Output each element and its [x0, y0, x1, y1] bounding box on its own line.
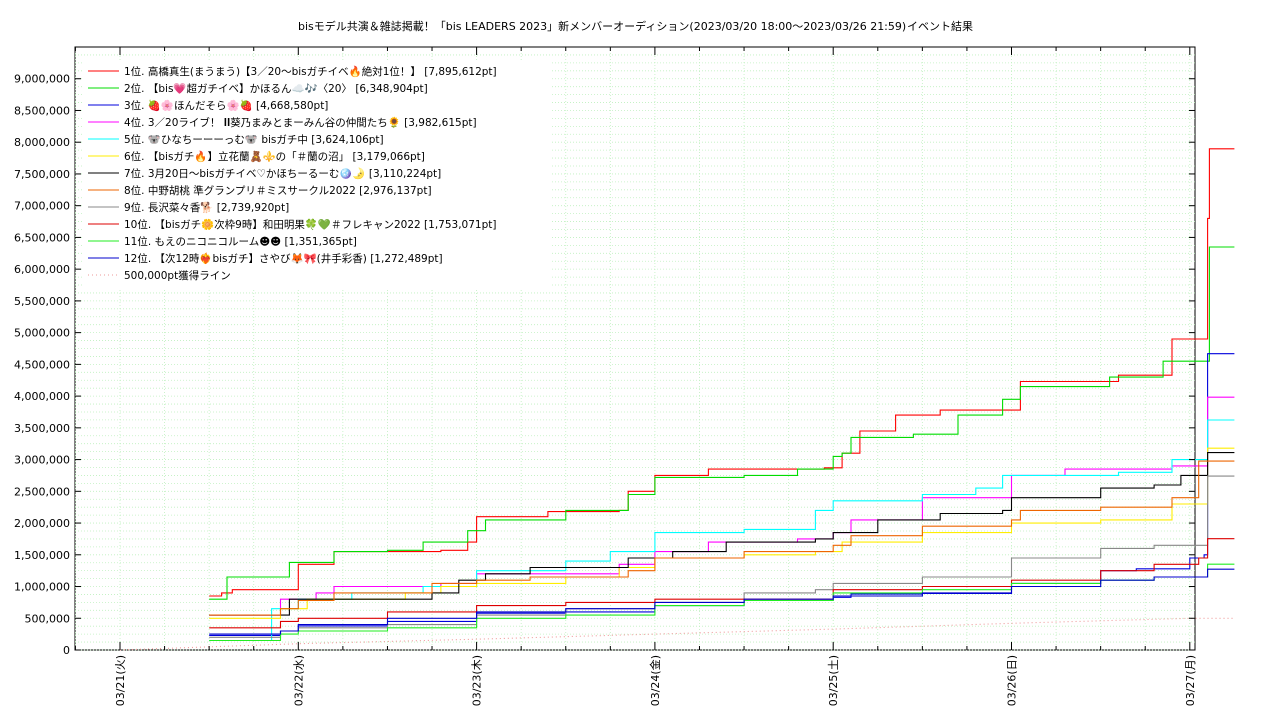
legend-entry-5: 5位. 🐨ひなちーーーっむ🐨 bisガチ中 [3,624,106pt]	[124, 133, 384, 146]
series-line-12	[209, 568, 1235, 635]
y-tick-label: 0	[63, 644, 70, 657]
legend-entry-2: 2位. 【bis💗超ガチイベ】かほるん☁️🎶〈20〉 [6,348,904pt]	[124, 82, 428, 95]
legend-entry-10: 10位. 【bisガチ🌼次枠9時】和田明果🍀💚＃フレキャン2022 [1,753…	[124, 218, 496, 231]
series-line-2	[209, 246, 1235, 600]
x-tick-label: 03/24(金)	[648, 655, 662, 706]
y-tick-label: 6,000,000	[14, 263, 70, 276]
series-line-8	[209, 460, 1235, 616]
y-tick-label: 4,000,000	[14, 390, 70, 403]
series-line-5	[209, 419, 1235, 642]
chart-subtitle: イベント結果	[907, 19, 973, 33]
legend-entry-11: 11位. もえのニコニコルーム☻☻ [1,351,365pt]	[124, 235, 357, 248]
legend: 1位. 高橋真生(まうまう)【3／20〜bisガチイベ🔥絶対1位！】 [7,89…	[88, 65, 497, 282]
x-tick-label: 03/23(木)	[471, 655, 484, 706]
legend-entry-1: 1位. 高橋真生(まうまう)【3／20〜bisガチイベ🔥絶対1位！】 [7,89…	[124, 65, 497, 78]
legend-entry-9: 9位. 長沢菜々香🐕 [2,739,920pt]	[124, 201, 289, 214]
x-tick-label: 03/22(水)	[292, 655, 305, 706]
chart-title: bisモデル共演＆雑誌掲載！「bis LEADERS 2023」新メンバーオーデ…	[298, 19, 906, 33]
y-tick-label: 5,500,000	[14, 295, 70, 308]
legend-entry-6: 6位. 【bisガチ🔥】立花蘭🧸⚜️の「＃蘭の沼」 [3,179,066pt]	[124, 150, 425, 163]
y-tick-label: 7,000,000	[14, 200, 70, 213]
legend-entry-8: 8位. 中野胡桃 準グランプリ＃ミスサークル2022 [2,976,137pt]	[124, 184, 432, 197]
series-lines	[119, 148, 1235, 651]
series-line-7	[209, 452, 1235, 616]
legend-entry-4: 4位. 3／20ライブ！ 𝐈𝐈葵乃まみとまーみん谷の仲間たち🌻 [3,982,6…	[124, 116, 477, 129]
y-tick-label: 2,000,000	[14, 517, 70, 530]
y-tick-label: 500,000	[25, 612, 71, 625]
y-tick-label: 1,000,000	[14, 581, 70, 594]
series-line-13	[119, 617, 1235, 651]
y-axis: 0 500,000 1,000,000 1,500,000 2,000,000 2,500…	[14, 73, 1195, 657]
y-tick-label: 5,000,000	[14, 327, 70, 340]
y-tick-label: 8,500,000	[14, 104, 70, 117]
x-tick-label: 03/26(日)	[1006, 655, 1019, 706]
legend-entry-7: 7位. 3月20日〜bisガチイベ♡かほちーるーむ🪩🌛 [3,110,224pt…	[124, 167, 441, 180]
y-tick-label: 3,500,000	[14, 422, 70, 435]
series-line-9	[209, 475, 1235, 638]
x-tick-label: 03/21(火)	[114, 655, 127, 706]
x-axis: 03/21(火) 03/22(水) 03/23(木) 03/24(金) 03/25(土)…	[74, 47, 1197, 706]
y-tick-label: 8,000,000	[14, 136, 70, 149]
y-tick-label: 9,000,000	[14, 73, 70, 86]
y-tick-label: 2,500,000	[14, 485, 70, 498]
x-tick-label: 03/25(土)	[827, 655, 840, 706]
y-tick-label: 6,500,000	[14, 231, 70, 244]
legend-entry-3: 3位. 🍓🌸ほんだそら🌸🍓 [4,668,580pt]	[124, 99, 328, 112]
y-tick-label: 7,500,000	[14, 168, 70, 181]
legend-entry-12: 12位. 【次12時❤️‍🔥bisガチ】さやび🦊🎀(井手彩香) [1,272,4…	[124, 252, 443, 265]
x-tick-label: 03/27(月)	[1184, 655, 1197, 706]
y-tick-label: 1,500,000	[14, 549, 70, 562]
legend-background	[82, 62, 552, 288]
y-tick-label: 3,000,000	[14, 454, 70, 467]
legend-entry-13: 500,000pt獲得ライン	[124, 269, 231, 282]
series-line-4	[209, 396, 1235, 616]
y-tick-label: 4,500,000	[14, 358, 70, 371]
